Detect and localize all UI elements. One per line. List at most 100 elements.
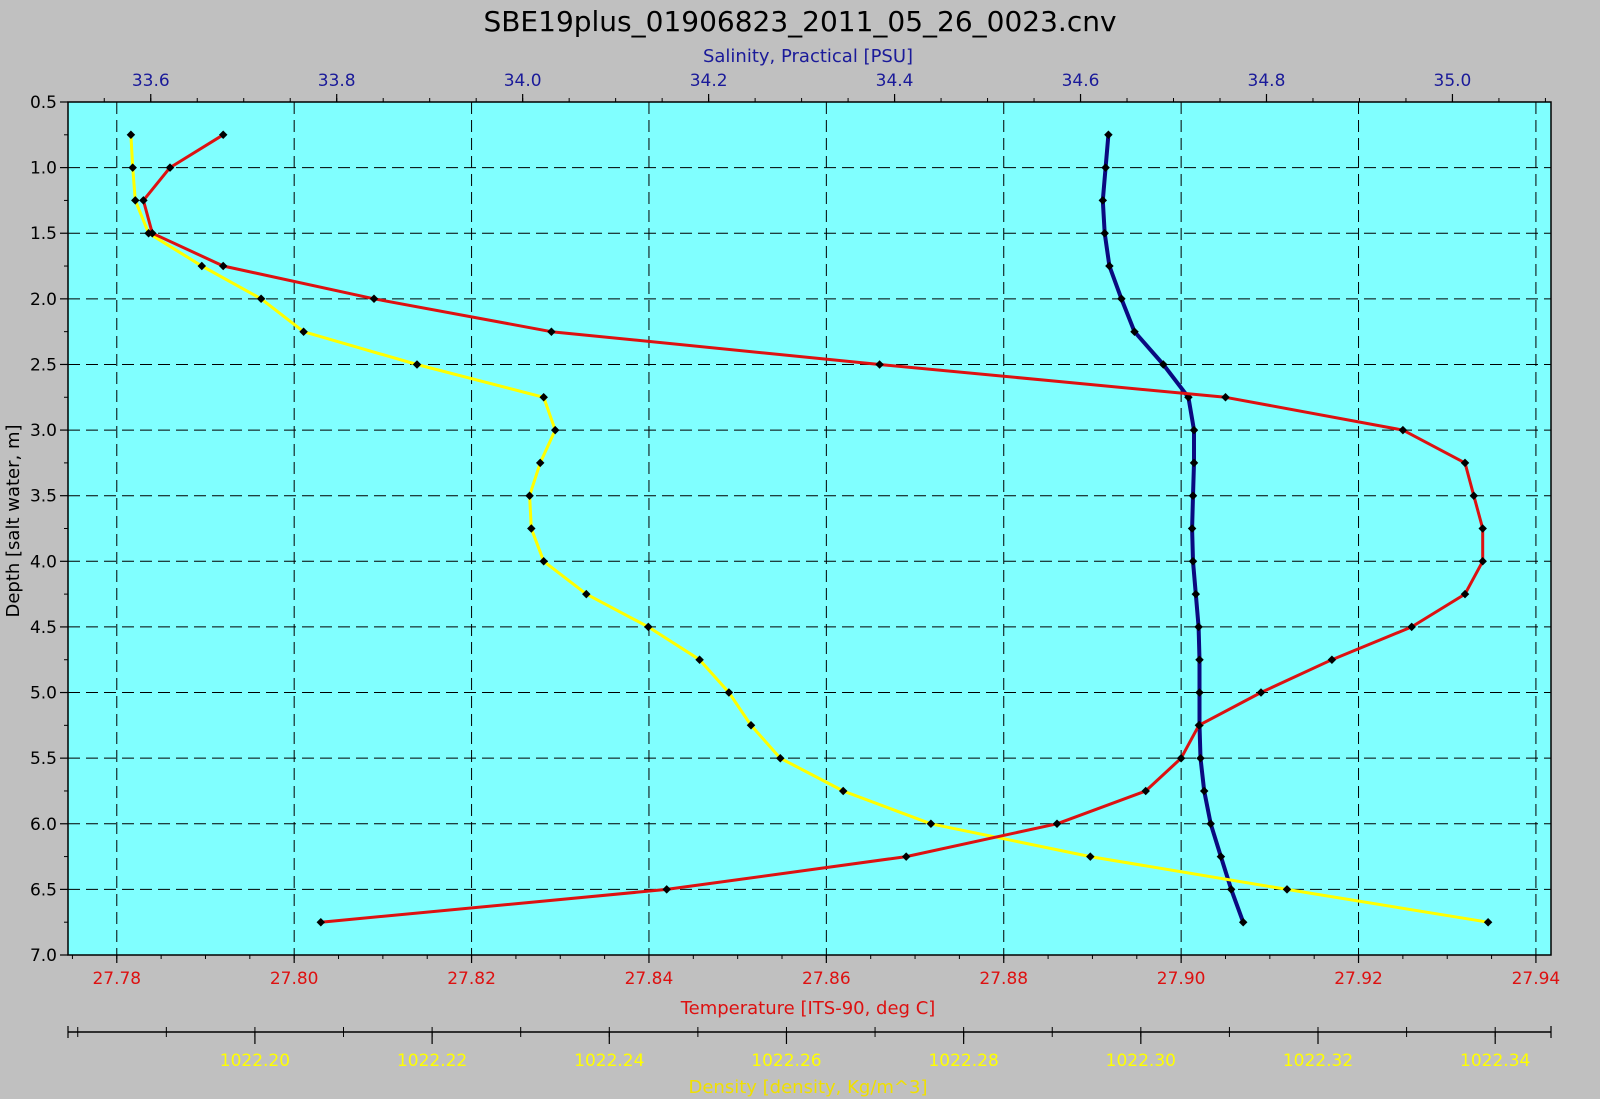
depth-tick-label: 0.5: [30, 93, 57, 113]
salinity-data-point: [1187, 524, 1197, 533]
temperature-tick-label: 27.80: [270, 969, 319, 989]
temperature-tick-label: 27.94: [1512, 969, 1561, 989]
salinity-data-point: [1188, 557, 1198, 566]
salinity-data-point: [1238, 917, 1248, 927]
temperature-data-point: [316, 917, 326, 927]
density-axis-label: Density [density, Kg/m^3]: [688, 1077, 927, 1098]
salinity-data-point: [1199, 786, 1209, 796]
density-tick-label: 1022.26: [751, 1051, 821, 1071]
density-data-point: [256, 294, 266, 304]
salinity-data-point: [1196, 753, 1205, 763]
density-data-point: [550, 425, 560, 435]
salinity-data-point: [1195, 688, 1204, 697]
density-data-point: [197, 261, 207, 271]
salinity-tick-label: 35.0: [1434, 71, 1472, 91]
temperature-data-point: [1141, 786, 1150, 796]
density-data-point: [539, 393, 548, 402]
density-data-point: [1483, 917, 1493, 927]
density-data-point: [582, 589, 591, 599]
temperature-data-point: [1407, 622, 1416, 632]
temperature-data-point: [1194, 721, 1204, 730]
density-data-point: [1086, 852, 1095, 861]
temperature-data-point: [369, 294, 379, 304]
density-data-point: [746, 721, 756, 730]
depth-tick-label: 1.0: [30, 159, 57, 179]
temperature-data-point: [1460, 589, 1470, 599]
depth-tick-label: 3.0: [30, 421, 57, 441]
temperature-axis-label: Temperature [ITS-90, deg C]: [680, 998, 936, 1019]
temperature-tick-label: 27.92: [1334, 969, 1383, 989]
series-group: [126, 130, 1493, 927]
density-data-point: [131, 196, 140, 205]
salinity-data-point: [1159, 360, 1168, 369]
depth-tick-label: 5.5: [30, 749, 57, 769]
depth-tick-label: 6.0: [30, 815, 57, 835]
temperature-tick-label: 27.86: [802, 969, 851, 989]
temperature-data-point: [1221, 393, 1230, 402]
density-data-point: [535, 458, 545, 468]
density-data-point: [838, 786, 848, 796]
temperature-data-point: [218, 130, 228, 140]
temperature-tick-label: 27.90: [1157, 969, 1206, 989]
depth-tick-label: 3.5: [30, 487, 57, 507]
density-data-point: [126, 130, 136, 140]
depth-tick-label: 7.0: [30, 946, 57, 966]
density-data-point: [724, 688, 734, 697]
density-data-point: [695, 655, 704, 664]
temperature-data-point: [1256, 688, 1266, 697]
depth-tick-label: 4.5: [30, 618, 57, 638]
salinity-tick-label: 34.8: [1248, 71, 1286, 91]
salinity-data-point: [1216, 852, 1226, 861]
temperature-data-point: [1398, 425, 1408, 435]
temperature-data-point: [218, 261, 228, 271]
density-data-point: [926, 819, 936, 829]
temperature-data-point: [139, 196, 148, 205]
density-data-point: [299, 327, 308, 336]
salinity-tick-label: 34.6: [1062, 71, 1100, 91]
temperature-tick-label: 27.84: [625, 969, 674, 989]
temperature-data-point: [1478, 524, 1487, 533]
density-tick-label: 1022.30: [1106, 1051, 1176, 1071]
salinity-tick-label: 33.6: [132, 71, 170, 91]
depth-tick-label: 4.0: [30, 552, 57, 572]
salinity-data-point: [1130, 327, 1139, 336]
salinity-data-point: [1188, 491, 1198, 500]
temperature-data-point: [1469, 491, 1479, 500]
salinity-data-point: [1226, 885, 1236, 894]
depth-tick-label: 2.0: [30, 290, 57, 310]
salinity-data-point: [1191, 589, 1201, 599]
density-data-point: [527, 524, 536, 533]
temperature-data-point: [165, 163, 175, 172]
density-data-point: [525, 491, 534, 500]
density-tick-label: 1022.28: [928, 1051, 998, 1071]
salinity-data-point: [1194, 622, 1203, 632]
salinity-data-point: [1206, 819, 1215, 829]
axes-group: 0.5 1.0 1.5 2.0 2.5 3.0 3.5 4.0 4.5 5.0 5.5 6.0 6.5 7…: [30, 71, 1560, 1071]
temperature-tick-label: 27.78: [92, 969, 141, 989]
density-data-point: [776, 753, 785, 763]
temperature-data-point: [901, 852, 911, 861]
depth-tick-label: 1.5: [30, 224, 57, 244]
salinity-tick-label: 34.2: [690, 71, 728, 91]
density-data-point: [128, 163, 137, 172]
density-data-point: [1282, 885, 1292, 894]
depth-tick-label: 2.5: [30, 355, 57, 375]
depth-axis-label: Depth [salt water, m]: [3, 424, 24, 617]
density-tick-label: 1022.20: [220, 1051, 290, 1071]
depth-tick-label: 5.0: [30, 684, 57, 704]
density-tick-label: 1022.32: [1283, 1051, 1353, 1071]
salinity-data-point: [1117, 294, 1126, 304]
salinity-data-point: [1195, 655, 1204, 664]
temperature-data-point: [547, 327, 556, 336]
density-data-point: [644, 622, 653, 632]
temperature-data-point: [148, 228, 157, 238]
density-data-point: [539, 557, 548, 566]
chart-title: SBE19plus_01906823_2011_05_26_0023.cnv: [483, 5, 1116, 38]
salinity-tick-label: 34.4: [876, 71, 914, 91]
density-data-point: [412, 360, 422, 369]
depth-tick-label: 6.5: [30, 880, 57, 900]
density-tick-label: 1022.24: [574, 1051, 644, 1071]
plot-area-group: [67, 101, 1552, 956]
salinity-axis-label: Salinity, Practical [PSU]: [703, 46, 913, 67]
